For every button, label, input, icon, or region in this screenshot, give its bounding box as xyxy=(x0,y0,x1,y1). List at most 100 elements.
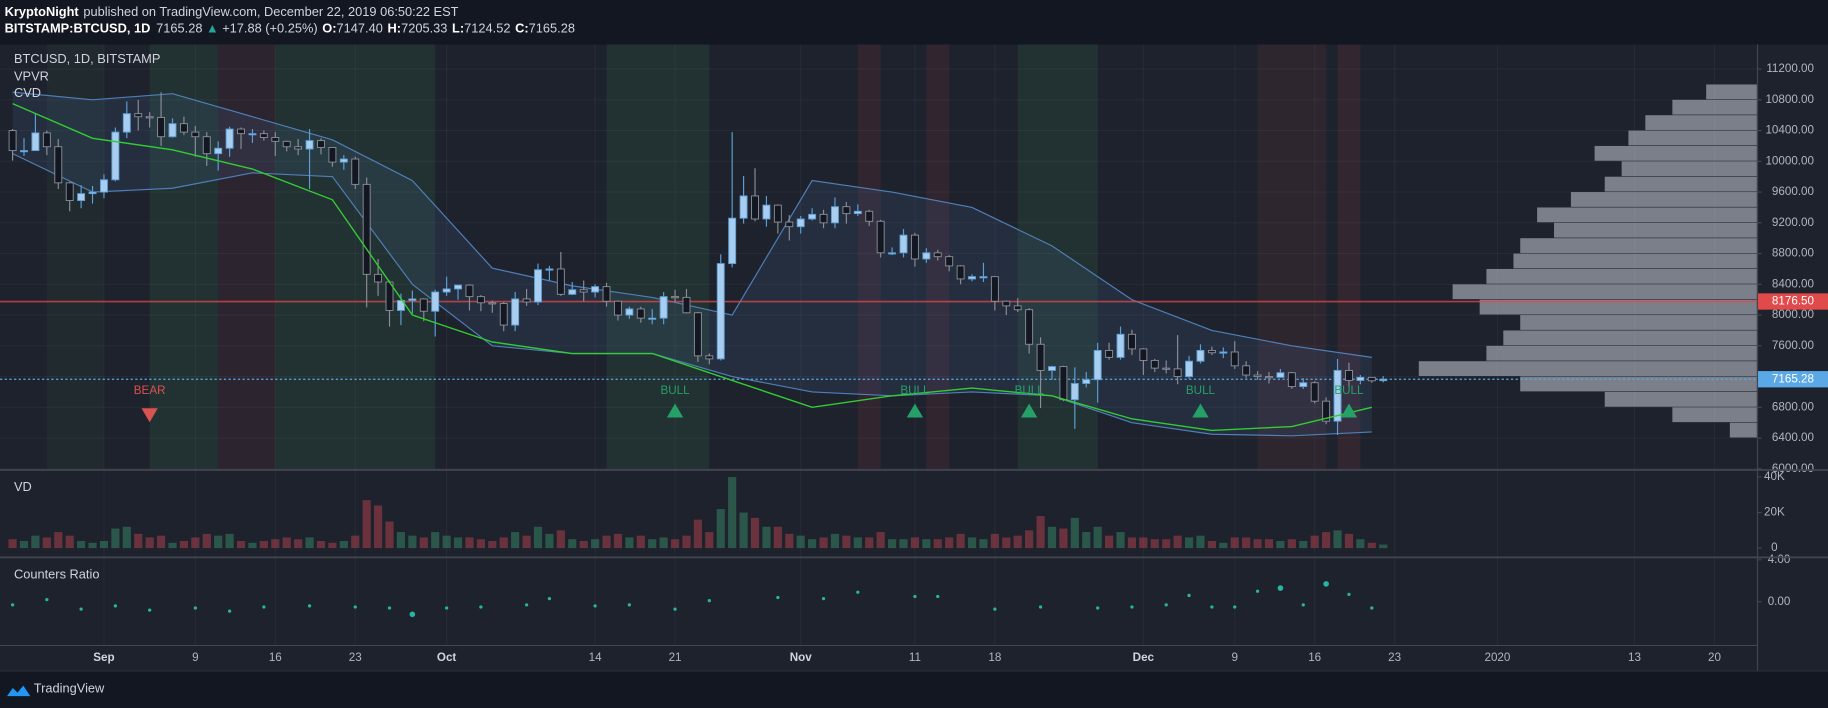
candle-body xyxy=(1344,369,1353,381)
counter-dot xyxy=(148,608,152,612)
y-tick-label: 4.00 xyxy=(1768,553,1791,566)
candle-body xyxy=(1036,343,1045,371)
candle-body xyxy=(1253,374,1262,378)
y-tick-label: 9600.00 xyxy=(1772,185,1815,198)
volume-profile-bar xyxy=(1604,176,1757,192)
axis-background xyxy=(1756,44,1828,671)
vd-bar xyxy=(1127,537,1137,549)
counter-dot xyxy=(353,605,357,609)
vd-bar xyxy=(591,539,600,549)
vd-bar xyxy=(853,537,862,549)
candle-body xyxy=(1059,366,1068,401)
vd-bar xyxy=(808,539,817,549)
candle-body xyxy=(785,221,794,228)
counter-dot xyxy=(627,603,632,607)
vd-bar xyxy=(1299,540,1308,549)
vd-bar xyxy=(1196,535,1205,549)
vd-bar xyxy=(865,537,874,549)
x-tick-label: 9 xyxy=(1231,651,1237,664)
vd-bar xyxy=(259,540,268,549)
vd-bar xyxy=(1287,539,1296,549)
signal-marker xyxy=(141,408,158,423)
vd-bar xyxy=(1150,539,1159,549)
candle-body xyxy=(933,252,942,258)
vd-bar xyxy=(579,540,588,549)
candle-body xyxy=(99,179,108,193)
vd-bar xyxy=(1105,535,1114,549)
vd-bar xyxy=(1093,526,1102,549)
signal-marker xyxy=(906,403,924,418)
ohlc-value: 7165.28 xyxy=(529,21,575,36)
y-tick-label: 10400.00 xyxy=(1765,124,1814,137)
volume-profile-bar xyxy=(1503,330,1757,346)
vd-bar xyxy=(1379,544,1388,549)
candle-body xyxy=(751,195,759,220)
candle-body xyxy=(922,252,931,260)
candle-body xyxy=(1356,376,1365,381)
vd-bar xyxy=(42,537,51,549)
vd-bar xyxy=(1344,533,1354,549)
change: +17.88 (+0.25%) xyxy=(222,21,317,36)
ohlc-label: H: xyxy=(388,21,402,36)
symbol: BITSTAMP:BTCUSD, 1D xyxy=(5,21,151,36)
candle-body xyxy=(20,150,28,153)
counter-dot xyxy=(913,594,917,599)
volume-profile-bar xyxy=(1452,284,1757,300)
ohlc-label: L: xyxy=(452,21,464,36)
last-price: 7165.28 xyxy=(156,21,202,36)
candle-body xyxy=(568,289,577,295)
candle-body xyxy=(659,296,668,319)
vd-bar xyxy=(922,539,931,549)
chart: 6000.006400.006800.007200.007600.008000.… xyxy=(0,44,1828,664)
x-tick-label: Nov xyxy=(790,651,813,664)
vd-bar xyxy=(168,542,177,549)
counter-dot xyxy=(45,598,49,602)
vd-bar xyxy=(374,505,383,549)
candle-body xyxy=(374,273,383,283)
candle-body xyxy=(408,298,417,301)
vd-bar xyxy=(202,533,211,549)
vd-bar xyxy=(785,533,794,549)
vd-bar xyxy=(225,533,234,549)
candle-body xyxy=(522,298,531,303)
y-tick-label: 7600.00 xyxy=(1772,339,1815,352)
candle-body xyxy=(1207,349,1216,354)
volume-profile-bar xyxy=(1537,207,1757,223)
candle-body xyxy=(613,300,622,316)
indicator-label: VPVR xyxy=(14,69,49,84)
counter-dot xyxy=(1323,581,1329,587)
candle-body xyxy=(808,213,817,220)
counter-dot xyxy=(1210,605,1214,609)
candle-body xyxy=(317,140,325,148)
vd-bar xyxy=(19,540,29,549)
volume-profile-bar xyxy=(1570,192,1757,207)
x-tick-label: 18 xyxy=(988,651,1001,664)
signal-label: BULL xyxy=(900,384,930,397)
candle-body xyxy=(1082,379,1091,384)
candle-body xyxy=(625,308,634,316)
candle-body xyxy=(248,133,257,136)
candle-body xyxy=(328,147,337,163)
candle-body xyxy=(842,206,851,215)
candle-body xyxy=(168,123,177,138)
x-tick-label: 21 xyxy=(669,651,682,664)
vd-bar xyxy=(979,539,988,549)
vd-bar xyxy=(1116,532,1125,549)
candle-body xyxy=(145,116,154,119)
candle-body xyxy=(1013,305,1022,311)
pane-title: Counters Ratio xyxy=(14,566,99,581)
vd-bar xyxy=(910,537,920,549)
counter-dot xyxy=(1187,593,1191,598)
brand: TradingView xyxy=(34,681,105,696)
vd-bar xyxy=(693,519,702,549)
candle-body xyxy=(1242,365,1251,376)
vd-bar xyxy=(1047,526,1057,549)
price-label: 7165.28 xyxy=(1772,372,1814,385)
counter-dot xyxy=(936,594,940,599)
ohlc-value: 7124.52 xyxy=(464,21,510,36)
vd-bar xyxy=(1002,537,1011,549)
counter-dot xyxy=(1301,603,1305,607)
ohlc-value: 7147.40 xyxy=(337,21,383,36)
candle-body xyxy=(853,210,862,215)
